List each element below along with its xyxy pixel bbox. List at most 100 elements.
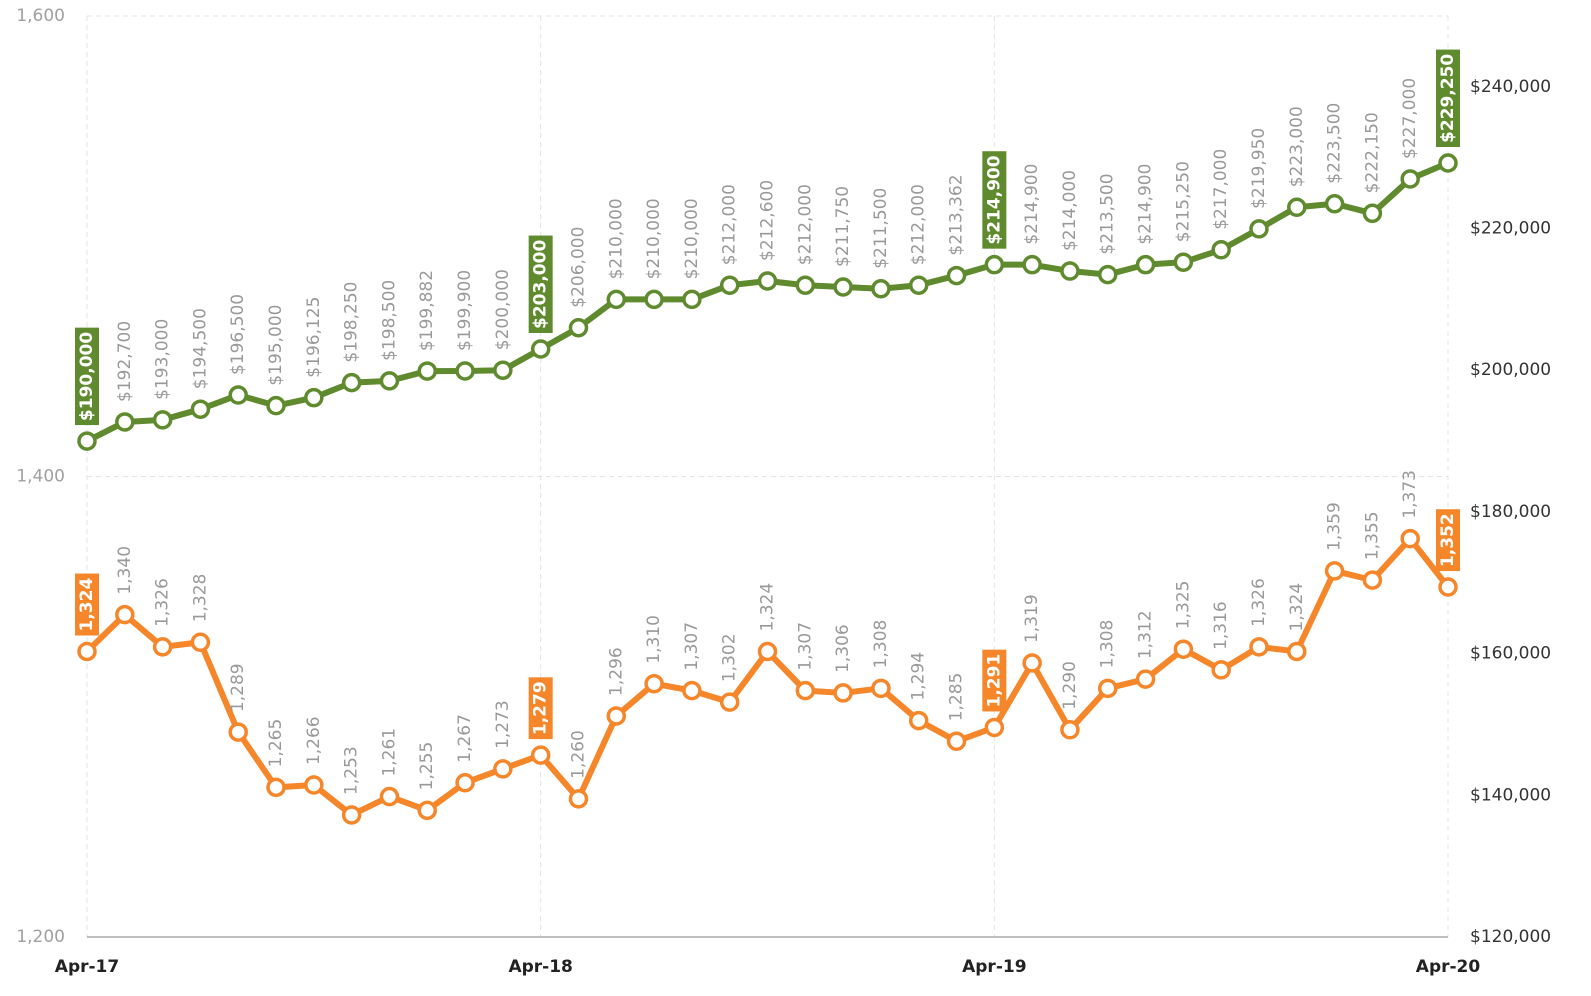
- data-point: [152, 637, 173, 657]
- data-label-box: [982, 151, 1007, 249]
- data-point: [190, 399, 211, 419]
- y2-tick-label: $200,000: [1470, 360, 1551, 380]
- data-point: [530, 745, 551, 765]
- data-label: $203,000: [531, 240, 551, 329]
- data-label: 1,340: [115, 546, 135, 595]
- data-point: [304, 775, 324, 795]
- data-point: [379, 786, 400, 807]
- data-point: [946, 731, 967, 752]
- data-point: [795, 275, 816, 295]
- data-point: [833, 277, 853, 297]
- data-label: $214,000: [1060, 170, 1080, 251]
- data-label: 1,355: [1362, 511, 1382, 560]
- data-point: [644, 289, 664, 310]
- data-label: $213,362: [947, 174, 967, 255]
- data-label: 1,289: [228, 663, 248, 712]
- data-point: [719, 275, 740, 295]
- data-label: $219,950: [1249, 128, 1269, 209]
- data-label: $222,150: [1362, 112, 1382, 193]
- data-label: $223,000: [1287, 106, 1307, 187]
- series-line: [84, 535, 1451, 818]
- data-label-box: [528, 677, 553, 740]
- data-point: [1098, 264, 1118, 285]
- data-point: [1438, 153, 1458, 173]
- data-label-box: [982, 649, 1007, 712]
- data-point: [1022, 254, 1042, 275]
- data-point: [455, 772, 475, 793]
- data-point: [1098, 678, 1118, 699]
- data-label: 1,324: [77, 578, 97, 632]
- data-point: [417, 800, 437, 821]
- data-label-box: [528, 235, 553, 333]
- data-label: 1,290: [1060, 661, 1080, 710]
- data-point: [152, 410, 173, 430]
- data-point: [908, 275, 929, 295]
- data-point: [417, 361, 437, 381]
- data-point: [1400, 528, 1420, 549]
- data-point: [682, 680, 702, 701]
- data-label: $195,000: [266, 305, 286, 386]
- data-label: $198,500: [379, 280, 399, 361]
- data-label: 1,328: [190, 574, 210, 623]
- data-label: $223,500: [1325, 103, 1345, 184]
- data-label: 1,255: [417, 742, 437, 791]
- data-point: [1362, 203, 1383, 224]
- data-point: [115, 604, 135, 625]
- data-point: [115, 412, 135, 432]
- data-label: 1,326: [1249, 578, 1269, 627]
- data-label: $211,750: [833, 186, 853, 267]
- data-label: 1,316: [1211, 601, 1231, 650]
- data-label: $214,900: [1022, 164, 1042, 245]
- data-label-box: [1436, 49, 1460, 148]
- data-label: $212,000: [795, 184, 815, 265]
- data-label: $199,882: [417, 270, 437, 351]
- y2-tick-label: $240,000: [1470, 77, 1551, 97]
- data-label: $215,250: [1173, 161, 1193, 242]
- data-label: 1,294: [909, 652, 929, 701]
- data-point: [1438, 577, 1458, 597]
- data-point: [1022, 653, 1042, 673]
- data-label: 1,265: [266, 719, 286, 768]
- data-label: 1,352: [1438, 513, 1458, 567]
- data-point: [682, 289, 702, 310]
- data-point: [304, 387, 324, 408]
- data-point: [984, 717, 1005, 738]
- data-point: [1362, 570, 1383, 590]
- data-label: $214,900: [1136, 164, 1156, 245]
- data-point: [266, 777, 286, 798]
- data-label: 1,253: [342, 746, 362, 795]
- data-label: $227,000: [1400, 78, 1420, 159]
- data-point: [644, 673, 664, 694]
- data-label: 1,296: [606, 647, 626, 696]
- data-point: [379, 371, 400, 391]
- data-point: [455, 361, 475, 381]
- data-point: [1211, 240, 1231, 260]
- data-point: [228, 722, 248, 742]
- data-point: [1135, 669, 1156, 689]
- data-label: $210,000: [606, 198, 626, 279]
- data-label: $200,000: [493, 269, 513, 350]
- data-label: 1,273: [493, 700, 513, 749]
- data-point: [1060, 261, 1080, 281]
- data-point: [719, 692, 740, 712]
- data-label: $194,500: [190, 308, 210, 389]
- data-label: 1,308: [1098, 620, 1118, 669]
- data-point: [1287, 641, 1307, 662]
- data-label: 1,308: [871, 620, 891, 669]
- data-label: 1,307: [795, 622, 815, 671]
- data-point: [1211, 660, 1231, 680]
- data-point: [1324, 561, 1345, 581]
- data-label: $229,250: [1438, 54, 1458, 143]
- y2-tick-label: $160,000: [1470, 644, 1551, 664]
- data-label: 1,326: [153, 578, 173, 627]
- data-point: [1400, 169, 1420, 189]
- data-label: 1,285: [947, 673, 967, 722]
- data-label: 1,291: [984, 654, 1004, 708]
- data-point: [1060, 720, 1080, 740]
- data-label: 1,266: [304, 716, 324, 765]
- y2-tick-label: $180,000: [1470, 502, 1551, 522]
- data-label: 1,310: [644, 615, 664, 664]
- data-label-box: [75, 573, 99, 636]
- data-label: 1,267: [455, 714, 475, 763]
